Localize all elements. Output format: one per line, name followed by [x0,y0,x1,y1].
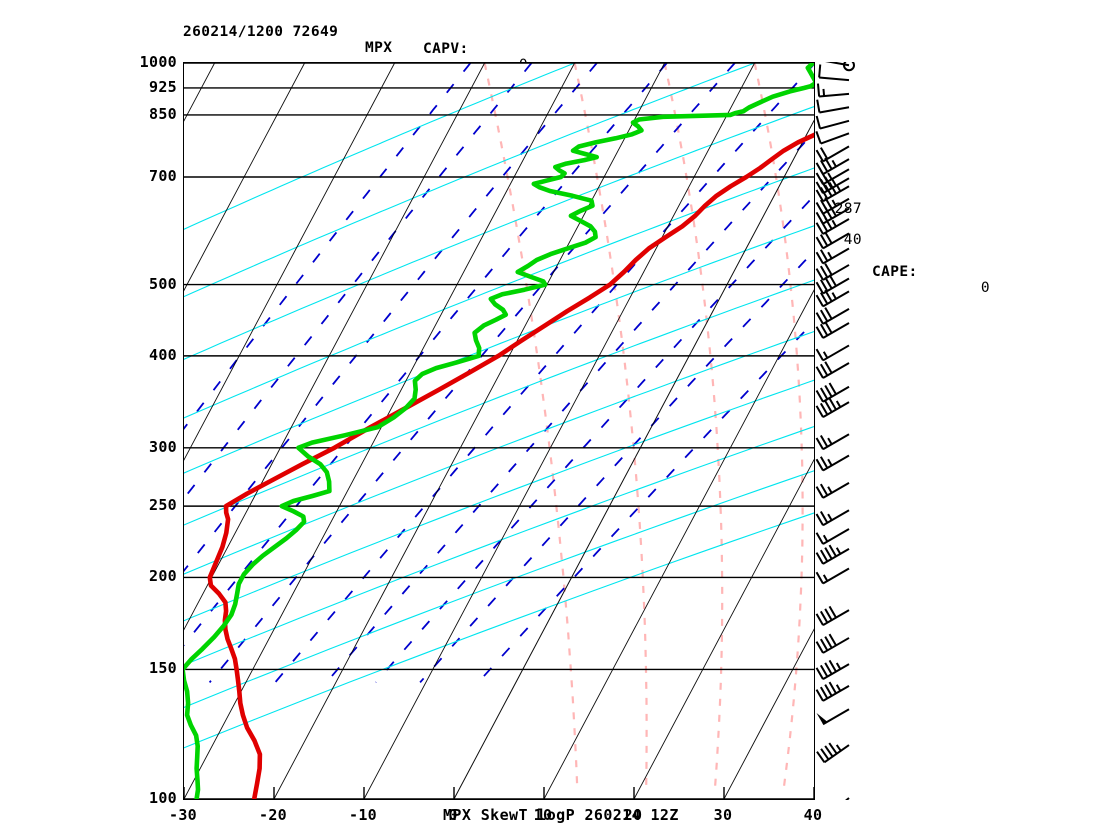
dewpoint-trace [184,63,814,799]
wind-barb [815,145,850,163]
temperature-tick-10: 10 [533,806,553,824]
dry-adiabat-lines [184,63,814,749]
pressure-tick-300: 300 [149,437,177,456]
temperature-tick-40: 40 [803,806,823,824]
skewt-canvas [184,63,814,799]
skewt-plot-area [183,62,815,800]
pressure-tick-1000: 1000 [139,53,177,71]
pressure-tick-500: 500 [149,274,177,293]
sounding-traces [184,63,814,799]
header-value-totl: 40 [843,232,862,248]
wind-barb [815,307,850,325]
wind-barb [815,131,850,145]
wind-barb [818,64,850,82]
wind-barb [815,157,850,175]
wind-barb [815,433,850,451]
moist-adiabat-lines [483,63,804,787]
pressure-tick-850: 850 [149,104,177,123]
wind-barb [815,528,850,545]
temperature-tick--20: -20 [259,806,287,824]
wind-barb [816,83,850,98]
header-row-1: 260214/1200 72649 MPX LIFT: 11 KINX: -9 … [0,8,1120,296]
temperature-tick-30: 30 [713,806,733,824]
wind-barb [815,567,850,585]
wind-barb [815,633,850,654]
wind-barb [815,397,850,419]
wind-barb [815,231,850,250]
wind-barb [819,59,855,72]
wind-barb [815,509,850,527]
header-row-2: CAPV: 0 SLAT: 45 SLON: -94 SELV: 287 [0,25,1120,217]
temperature-tick-20: 20 [623,806,643,824]
temperature-tick-0: 0 [448,806,458,824]
header-value-cape: 0 [980,280,990,296]
pressure-tick-250: 250 [149,496,177,515]
pressure-tick-200: 200 [149,567,177,586]
header-label-capv: CAPV: [423,41,469,57]
wind-barb [815,321,850,339]
wind-barb [816,742,850,764]
header-station-id: MPX [365,40,393,56]
temperature-trace [207,132,814,799]
wind-barb [816,708,850,726]
header-station-line: 260214/1200 72649 [183,24,339,40]
plot-caption: MPX SkewT logP 260214 12Z [443,806,679,824]
wind-barb-canvas [815,59,855,819]
pressure-tick-700: 700 [149,167,177,185]
wind-barb [815,344,850,362]
pressure-gridlines [184,63,814,799]
wind-barb [815,361,850,379]
isotherm-lines [184,63,814,799]
pressure-tick-150: 150 [149,659,177,678]
wind-barb [815,681,850,702]
header: 260214/1200 72649 MPX LIFT: 11 KINX: -9 … [0,0,1120,296]
pressure-tick-400: 400 [149,345,177,364]
wind-barb [815,289,850,308]
wind-barb [815,382,850,403]
wind-barb [815,247,850,265]
temperature-tick--30: -30 [169,806,197,824]
pressure-tick-925: 925 [149,77,177,96]
wind-barb [816,99,850,114]
wind-barb [815,454,850,472]
temperature-tick--10: -10 [349,806,377,824]
wind-barb [815,544,850,565]
wind-barb [815,482,850,499]
mixing-ratio-lines [184,63,814,684]
wind-barb [815,605,850,626]
wind-barb [816,797,850,819]
pressure-tick-100: 100 [149,789,177,807]
wind-barb-panel [815,59,905,819]
wind-barb [815,115,850,130]
wind-barb [815,659,850,681]
header-label-cape: CAPE: [872,264,918,280]
wind-barb [815,263,850,281]
